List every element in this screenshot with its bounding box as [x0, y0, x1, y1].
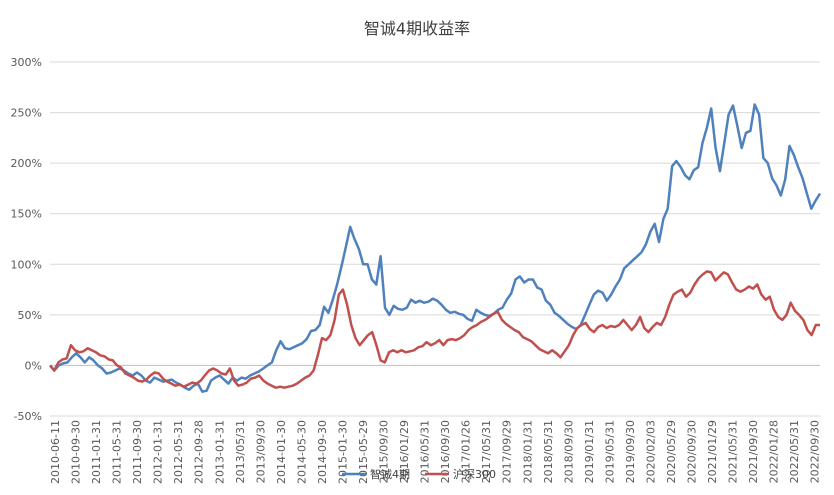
x-tick-label: 2017/01/26: [460, 420, 473, 483]
x-tick-label: 2014-01-30: [275, 420, 288, 484]
x-tick-label: 2015-05-29: [357, 420, 370, 484]
x-tick-label: 2013-01-31: [213, 420, 226, 484]
legend-label: 沪深300: [453, 467, 496, 481]
x-tick-label: 2022/05/31: [788, 420, 801, 483]
series-lines: [49, 103, 822, 393]
x-axis-ticks: 2010-06-11 2010-09-30 2011-01-31 2011-05-31…: [49, 420, 822, 484]
x-tick-label: 2018/05/31: [542, 420, 555, 483]
x-tick-label: 2011-05-31: [111, 420, 124, 484]
y-tick-label: 50%: [18, 309, 42, 322]
x-tick-label: 2018/01/31: [521, 420, 534, 483]
chart-title: 智诚4期收益率: [364, 19, 470, 38]
x-tick-label: 2020/02/03: [644, 420, 657, 483]
legend-label: 智诚4期: [370, 467, 410, 481]
legend: 智诚4期 沪深300: [342, 467, 496, 481]
x-tick-label: 2020/05/29: [665, 420, 678, 483]
x-tick-label: 2011-09-30: [131, 420, 144, 484]
series-line-0: [49, 103, 822, 393]
x-tick-label: 2019/01/31: [583, 420, 596, 483]
y-tick-label: 0%: [25, 359, 42, 372]
y-axis-ticks: 300% 250% 200% 150% 100% 50% 0% -50%: [11, 56, 42, 423]
x-tick-label: 2013/05/31: [234, 420, 247, 483]
x-tick-label: 2016/09/30: [439, 420, 452, 483]
x-tick-label: 2014-05-30: [295, 420, 308, 484]
x-tick-label: 2022/01/28: [768, 420, 781, 483]
x-tick-label: 2012-01-31: [152, 420, 165, 484]
x-tick-label: 2022/09/30: [809, 420, 822, 483]
gridlines: [50, 61, 820, 417]
series-line-1: [49, 270, 820, 389]
x-tick-label: 2017/09/29: [501, 420, 514, 483]
x-tick-label: 2012-09-28: [193, 420, 206, 484]
x-tick-label: 2015/09/30: [378, 420, 391, 483]
x-tick-label: 2013/09/30: [254, 420, 267, 483]
y-tick-label: 250%: [11, 107, 42, 120]
x-tick-label: 2021/01/29: [706, 420, 719, 483]
y-tick-label: 100%: [11, 258, 42, 271]
x-tick-label: 2020/09/30: [686, 420, 699, 483]
x-tick-label: 2010-09-30: [70, 420, 83, 484]
x-tick-label: 2019/05/31: [603, 420, 616, 483]
x-tick-label: 2018/09/30: [562, 420, 575, 483]
x-tick-label: 2017/05/31: [480, 420, 493, 483]
x-tick-label: 2016/05/31: [419, 420, 432, 483]
y-tick-label: 300%: [11, 56, 42, 69]
x-tick-label: 2021/05/31: [727, 420, 740, 483]
x-tick-label: 2010-06-11: [49, 420, 62, 484]
x-tick-label: 2011-01-31: [90, 420, 103, 484]
x-tick-label: 2021/09/30: [747, 420, 760, 483]
x-tick-label: 2019/09/30: [624, 420, 637, 483]
y-tick-label: 150%: [11, 208, 42, 221]
x-tick-label: 2016/01/29: [398, 420, 411, 483]
x-tick-label: 2014-09-30: [316, 420, 329, 484]
x-tick-label: 2012-05-31: [172, 420, 185, 484]
x-tick-label: 2015-01-30: [336, 420, 349, 484]
y-tick-label: 200%: [11, 157, 42, 170]
y-tick-label: -50%: [14, 410, 42, 423]
